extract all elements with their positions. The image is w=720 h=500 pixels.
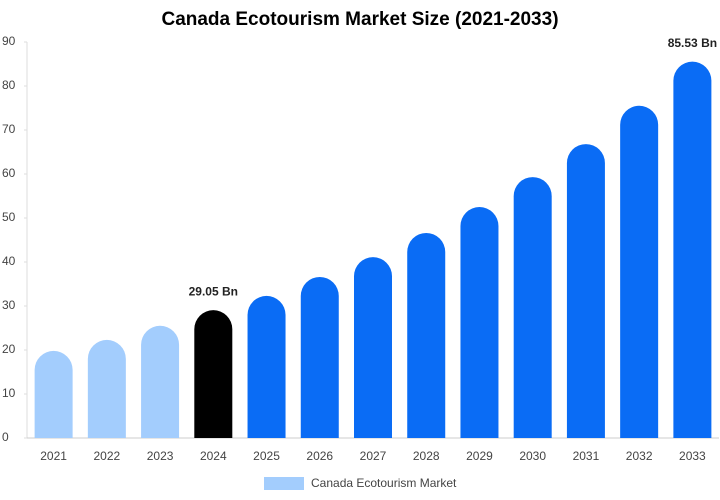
x-tick-label: 2021 [40,449,67,463]
y-tick-label: 10 [2,386,16,400]
y-tick-label: 0 [2,430,9,444]
bar [513,177,552,438]
y-tick-label: 40 [2,254,16,268]
x-tick-label: 2033 [679,449,706,463]
bar [194,310,233,438]
y-tick-label: 50 [2,210,16,224]
chart-title: Canada Ecotourism Market Size (2021-2033… [161,9,558,30]
x-tick-label: 2022 [93,449,120,463]
legend-label: Canada Ecotourism Market [311,476,457,490]
bar [300,276,339,438]
bar [407,232,446,438]
legend-swatch [264,477,304,490]
x-tick-label: 2031 [573,449,600,463]
bar [620,105,659,439]
y-tick-label: 90 [2,34,16,48]
bar [247,295,286,438]
bar [566,144,605,438]
bar [34,350,73,438]
bar [141,325,180,438]
bar [87,339,126,438]
x-tick-label: 2024 [200,449,227,463]
x-tick-label: 2029 [466,449,493,463]
bar [354,257,392,438]
y-tick-label: 30 [2,298,16,312]
bar [673,61,712,438]
x-tick-label: 2030 [519,449,546,463]
x-tick-label: 2028 [413,449,440,463]
x-tick-label: 2025 [253,449,280,463]
y-tick-label: 20 [2,342,16,356]
y-tick-label: 70 [2,122,16,136]
value-label: 85.53 Bn [668,36,717,50]
y-tick-label: 80 [2,78,16,92]
x-tick-label: 2027 [360,449,387,463]
bar [460,207,499,438]
x-tick-label: 2026 [306,449,333,463]
x-tick-label: 2032 [626,449,653,463]
value-label: 29.05 Bn [189,284,238,298]
x-tick-label: 2023 [147,449,174,463]
y-tick-label: 60 [2,166,16,180]
